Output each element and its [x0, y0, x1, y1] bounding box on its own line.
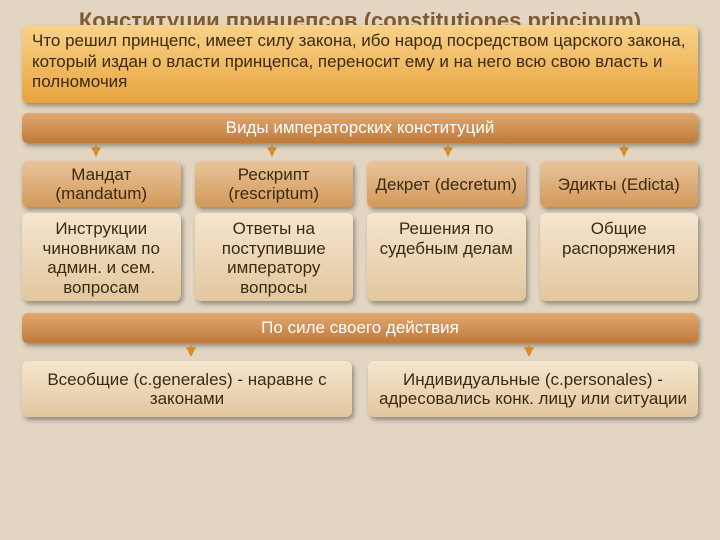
- band-types: Виды императорских конституций: [22, 113, 698, 143]
- slide: Конституции принцепсов (constitutiones p…: [0, 0, 720, 540]
- quote-box: Что решил принцепс, имеет силу закона, и…: [22, 25, 698, 103]
- arrow-icon: [91, 147, 101, 157]
- type-desc: Общие распоряжения: [540, 213, 699, 301]
- type-desc: Инструкции чиновникам по админ. и сем. в…: [22, 213, 181, 301]
- arrow-icon: [186, 347, 196, 357]
- type-head: Эдикты (Edicta): [540, 161, 699, 207]
- arrow-icon: [267, 147, 277, 157]
- force-row: Всеобщие (c.generales) - наравне с закон…: [22, 361, 698, 417]
- band-force: По силе своего действия: [22, 313, 698, 343]
- arrow-icon: [619, 147, 629, 157]
- force-cell: Всеобщие (c.generales) - наравне с закон…: [22, 361, 352, 417]
- arrows-types: [22, 143, 698, 157]
- type-head: Декрет (decretum): [367, 161, 526, 207]
- arrow-icon: [443, 147, 453, 157]
- type-desc: Ответы на поступившие императору вопросы: [195, 213, 354, 301]
- type-head: Мандат (mandatum): [22, 161, 181, 207]
- arrow-icon: [524, 347, 534, 357]
- types-heads-row: Мандат (mandatum) Рескрипт (rescriptum) …: [22, 161, 698, 207]
- arrows-force: [22, 343, 698, 357]
- force-cell: Индивидуальные (c.personales) - адресова…: [368, 361, 698, 417]
- type-desc: Решения по судебным делам: [367, 213, 526, 301]
- type-head: Рескрипт (rescriptum): [195, 161, 354, 207]
- types-desc-row: Инструкции чиновникам по админ. и сем. в…: [22, 213, 698, 301]
